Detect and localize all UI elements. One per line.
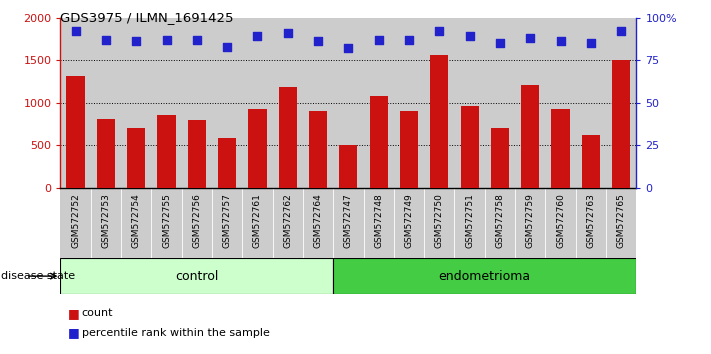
Bar (309, 111, 327, 188)
Bar (612, 60, 630, 188)
Bar (188, 120, 206, 188)
Bar (491, 128, 509, 188)
Point (434, 28, 445, 34)
Bar (60, 188, 636, 258)
Point (525, 35, 536, 41)
Text: GSM572758: GSM572758 (496, 193, 504, 248)
Point (494, 40, 506, 46)
Text: GSM572754: GSM572754 (132, 193, 141, 248)
Point (100, 37, 112, 42)
Bar (157, 115, 176, 188)
Text: GSM572757: GSM572757 (223, 193, 232, 248)
Text: GSM572764: GSM572764 (314, 193, 323, 248)
Text: GSM572753: GSM572753 (102, 193, 110, 248)
Text: endometrioma: endometrioma (439, 270, 531, 282)
Point (70, 28, 81, 34)
Point (131, 39, 142, 44)
Bar (582, 135, 600, 188)
Point (555, 39, 566, 44)
Text: control: control (175, 270, 218, 282)
Text: GSM572750: GSM572750 (435, 193, 444, 248)
Bar (333, 258, 636, 294)
Text: count: count (82, 308, 113, 318)
Text: GSM572765: GSM572765 (616, 193, 626, 248)
Point (252, 34, 263, 39)
Bar (430, 55, 449, 188)
Text: GSM572748: GSM572748 (374, 193, 383, 248)
Bar (552, 109, 570, 188)
Text: GSM572763: GSM572763 (587, 193, 595, 248)
Bar (218, 138, 236, 188)
Text: GDS3975 / ILMN_1691425: GDS3975 / ILMN_1691425 (60, 11, 234, 24)
Bar (97, 119, 115, 188)
Text: ■: ■ (68, 307, 80, 320)
Text: GSM572761: GSM572761 (253, 193, 262, 248)
Point (373, 37, 385, 42)
Text: GSM572756: GSM572756 (193, 193, 201, 248)
Bar (279, 86, 297, 188)
Text: ■: ■ (68, 326, 80, 339)
Point (616, 28, 627, 34)
Point (191, 37, 203, 42)
Text: disease state: disease state (1, 271, 75, 281)
Bar (339, 145, 358, 188)
Point (312, 39, 324, 44)
Bar (60, 258, 333, 294)
Text: GSM572747: GSM572747 (344, 193, 353, 248)
Bar (521, 85, 540, 188)
Point (282, 30, 294, 36)
Bar (370, 96, 387, 188)
Bar (248, 109, 267, 188)
Text: GSM572759: GSM572759 (525, 193, 535, 248)
Point (403, 37, 415, 42)
Text: GSM572751: GSM572751 (465, 193, 474, 248)
Point (464, 34, 476, 39)
Text: GSM572755: GSM572755 (162, 193, 171, 248)
Text: GSM572749: GSM572749 (405, 193, 414, 248)
Bar (127, 128, 145, 188)
Point (221, 44, 232, 50)
Text: percentile rank within the sample: percentile rank within the sample (82, 328, 269, 338)
Bar (67, 76, 85, 188)
Text: GSM572752: GSM572752 (71, 193, 80, 248)
Bar (461, 106, 479, 188)
Point (343, 45, 354, 51)
Text: GSM572762: GSM572762 (283, 193, 292, 248)
Point (161, 37, 172, 42)
Text: GSM572760: GSM572760 (556, 193, 565, 248)
Bar (400, 111, 418, 188)
Point (585, 40, 597, 46)
